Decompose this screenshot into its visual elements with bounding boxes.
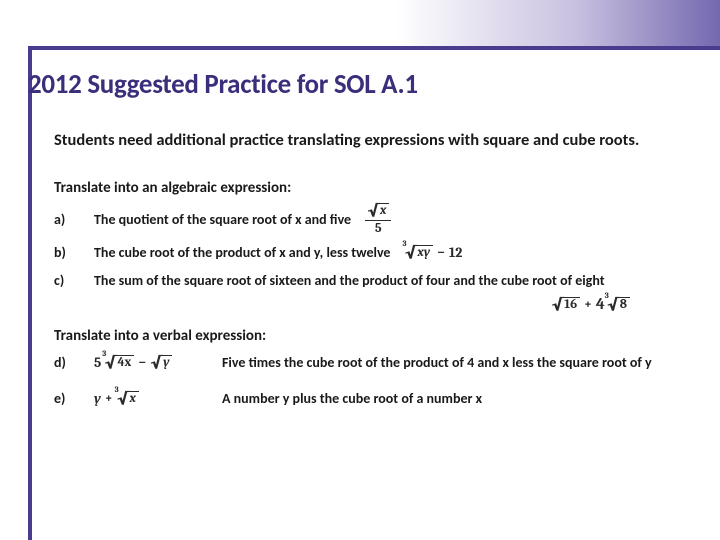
item-text: The sum of the square root of sixteen an…	[94, 272, 605, 289]
item-text: The cube root of the product of x and y,…	[94, 244, 390, 261]
content-area: Students need additional practice transl…	[54, 130, 690, 423]
math-a-num: x	[379, 203, 389, 218]
math-e-var: y	[94, 390, 101, 407]
math-e: y + 3√x	[94, 390, 222, 407]
item-text: The quotient of the square root of x and…	[94, 211, 351, 228]
item-label: e)	[54, 390, 94, 407]
frame-horizontal	[28, 46, 720, 50]
math-c-coef: 4	[596, 295, 605, 313]
math-d-cbrt: 4x	[117, 355, 131, 370]
item-b: b) The cube root of the product of x and…	[54, 241, 690, 263]
item-label: a)	[54, 211, 94, 228]
math-d: 5 3√4x − √y	[94, 354, 222, 371]
item-label: b)	[54, 244, 94, 261]
item-label: c)	[54, 272, 94, 289]
header-gradient	[0, 0, 720, 46]
math-c: √16 + 4 3√8	[54, 295, 690, 313]
item-answer: A number y plus the cube root of a numbe…	[222, 390, 690, 407]
section2-heading: Translate into a verbal expression:	[54, 327, 690, 345]
item-d: d) 5 3√4x − √y Five times the cube root …	[54, 351, 690, 373]
math-a-den: 5	[373, 222, 384, 235]
math-b-rad: xy	[417, 245, 434, 260]
item-a: a) The quotient of the square root of x …	[54, 203, 690, 236]
math-b: 3√xy − 12	[404, 244, 462, 261]
item-e: e) y + 3√x A number y plus the cube root…	[54, 387, 690, 409]
item-answer: Five times the cube root of the product …	[222, 354, 690, 371]
math-b-const: 12	[449, 244, 463, 261]
math-c-sqrt: 16	[563, 297, 580, 312]
math-e-cbrt: x	[129, 391, 139, 406]
page-title: 2012 Suggested Practice for SOL A.1	[28, 68, 418, 101]
section1-heading: Translate into an algebraic expression:	[54, 179, 690, 197]
math-d-coef: 5	[94, 354, 101, 371]
item-label: d)	[54, 354, 94, 371]
intro-text: Students need additional practice transl…	[54, 130, 690, 151]
frame-vertical	[28, 46, 32, 540]
math-c-cbrt: 8	[619, 297, 630, 312]
math-d-sqrt: y	[162, 355, 172, 370]
math-a: √x 5	[365, 203, 391, 236]
item-c: c) The sum of the square root of sixteen…	[54, 269, 690, 291]
